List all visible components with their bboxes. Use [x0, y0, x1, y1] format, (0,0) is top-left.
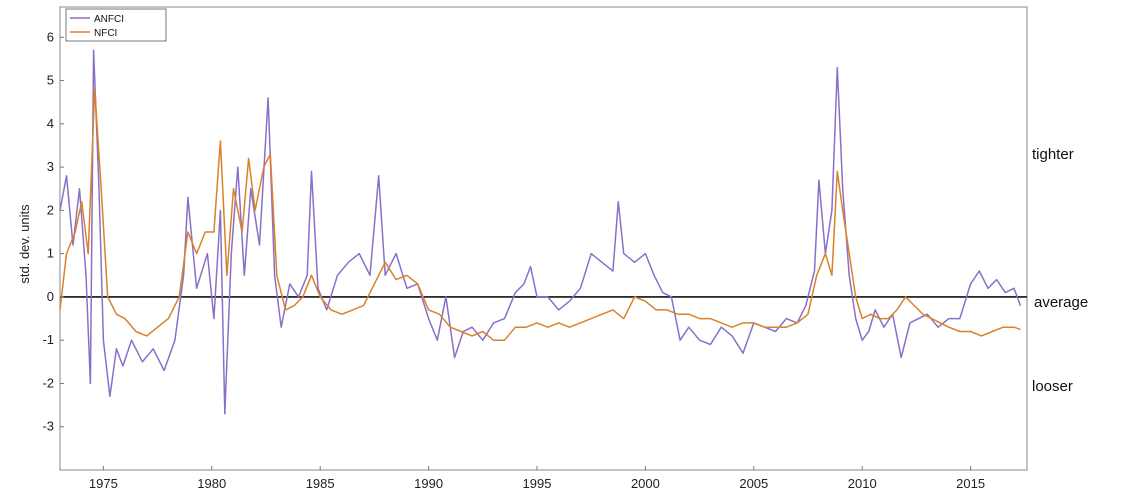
legend-box	[65, 8, 167, 42]
y-tick-label: 6	[47, 29, 54, 44]
x-tick-label: 2005	[739, 476, 768, 491]
y-tick-label: 2	[47, 202, 54, 217]
side-label-average: average	[1034, 294, 1088, 311]
y-tick-label: 1	[47, 246, 54, 261]
x-tick-label: 1985	[306, 476, 335, 491]
x-tick-label: 2015	[956, 476, 985, 491]
x-tick-label: 1995	[523, 476, 552, 491]
y-tick-label: 3	[47, 159, 54, 174]
legend-label-anfci: ANFCI	[94, 14, 124, 25]
side-label-tighter: tighter	[1032, 146, 1074, 163]
y-tick-label: -3	[42, 419, 54, 434]
series-line-anfci	[59, 49, 1022, 415]
series-line-nfci	[59, 88, 1021, 341]
x-tick-label: 1975	[89, 476, 118, 491]
y-axis-title: std. dev. units	[17, 204, 32, 284]
x-tick-label: 2000	[631, 476, 660, 491]
y-tick-label: -2	[42, 375, 54, 390]
side-label-looser: looser	[1032, 378, 1073, 395]
legend: ANFCI NFCI	[65, 8, 167, 42]
y-tick-label: -1	[42, 332, 54, 347]
legend-label-nfci: NFCI	[94, 28, 117, 39]
y-tick-label: 0	[47, 289, 54, 304]
x-tick-label: 2010	[848, 476, 877, 491]
y-tick-label: 4	[47, 116, 54, 131]
x-tick-label: 1980	[197, 476, 226, 491]
plot-frame	[59, 6, 1028, 471]
y-tick-label: 5	[47, 73, 54, 88]
x-tick-label: 1990	[414, 476, 443, 491]
